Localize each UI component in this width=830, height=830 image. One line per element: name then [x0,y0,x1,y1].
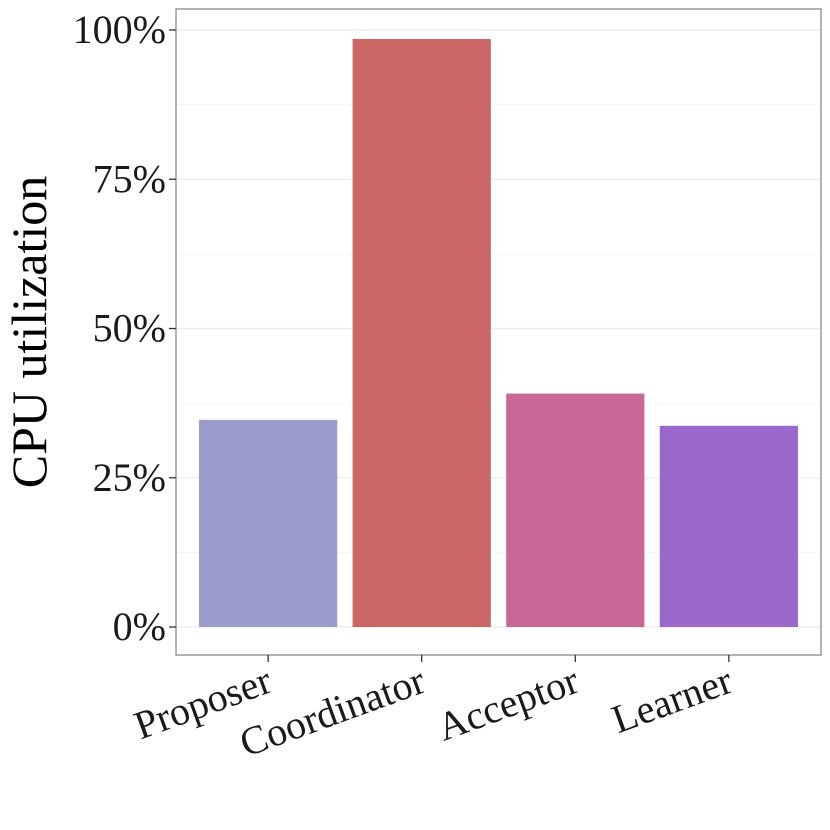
bar-acceptor [506,393,645,627]
y-tick-label: 75% [93,156,166,201]
y-tick-label: 100% [73,7,166,52]
plot-panel-border [175,8,822,656]
y-tick-label: 50% [93,306,166,351]
y-axis: 0% 25% 50% 75% 100% [73,7,176,649]
y-tick-label: 0% [113,604,166,649]
y-axis-label: CPU utilization [1,176,57,489]
y-tick-label: 25% [93,455,166,500]
bar-proposer [199,419,338,627]
bars [199,38,798,627]
bar-coordinator [352,38,491,627]
x-tick-label-learner: Learner [606,657,738,742]
bar-learner [659,425,798,627]
x-tick-label-acceptor: Acceptor [431,657,584,749]
